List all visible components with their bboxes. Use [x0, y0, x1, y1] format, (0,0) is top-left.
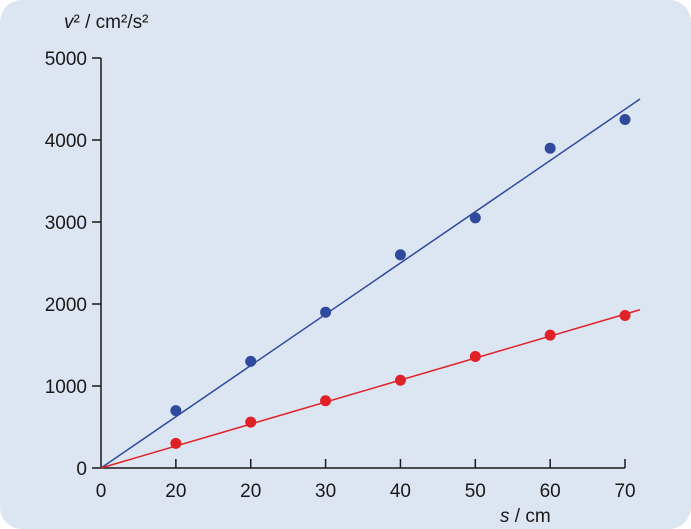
x-axis-label-variable: s — [500, 506, 510, 527]
data-point-series-2 — [170, 437, 182, 449]
data-point-series-1 — [394, 249, 406, 261]
x-tick-label: 0 — [96, 481, 107, 502]
y-axis-label-units: ² / cm²/s² — [74, 12, 149, 33]
x-axis-label: s / cm — [500, 506, 551, 527]
fit-line-series-1 — [100, 98, 641, 469]
data-point-series-1 — [245, 355, 257, 367]
x-tick-label: 20 — [165, 481, 186, 502]
x-tick-label: 70 — [614, 481, 635, 502]
data-point-series-2 — [469, 350, 481, 362]
y-tick-label: 5000 — [45, 49, 87, 70]
x-tick-label: 40 — [390, 481, 411, 502]
x-tick-label: 50 — [465, 481, 486, 502]
data-point-series-2 — [544, 329, 556, 341]
y-tick-label: 2000 — [45, 295, 87, 316]
data-point-series-1 — [170, 405, 182, 417]
data-point-series-2 — [394, 374, 406, 386]
y-tick-label: 1000 — [45, 377, 87, 398]
fit-line-series-2 — [100, 309, 641, 469]
x-tick-label: 30 — [315, 481, 336, 502]
x-axis-label-units: / cm — [510, 506, 551, 527]
data-point-series-2 — [320, 395, 332, 407]
y-tick-label: 4000 — [45, 131, 87, 152]
data-point-series-1 — [469, 212, 481, 224]
y-tick-label: 0 — [76, 459, 87, 480]
data-point-series-2 — [245, 416, 257, 428]
y-axis-label: v² / cm²/s² — [64, 12, 148, 33]
data-point-series-2 — [619, 309, 631, 321]
y-tick-label: 3000 — [45, 213, 87, 234]
x-tick-label: 20 — [240, 481, 261, 502]
y-axis-label-variable: v — [64, 12, 75, 33]
data-point-series-1 — [320, 306, 332, 318]
data-point-series-1 — [544, 142, 556, 154]
data-point-series-1 — [619, 114, 631, 125]
x-tick-label: 60 — [540, 481, 561, 502]
